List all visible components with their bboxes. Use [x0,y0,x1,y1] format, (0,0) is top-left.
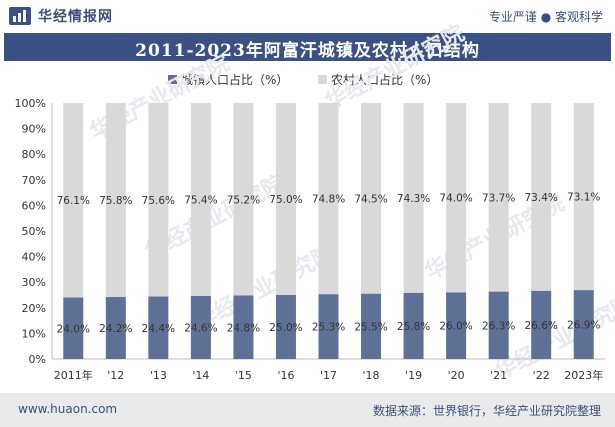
legend-item-urban: 城镇人口占比（%） [168,71,288,88]
chart-legend: 城镇人口占比（%） 农村人口占比（%） [0,71,615,89]
data-label-rural: 75.0% [269,194,302,206]
brand-logo-icon [9,7,31,25]
x-tick-label: '18 [363,369,380,382]
bar-rural [318,103,339,295]
data-label-rural: 75.6% [142,195,175,207]
stacked-bar-chart: 华经产业研究院华经产业研究院华经产业研究院华经产业研究院华经产业研究院华经产业研… [15,20,615,385]
y-tick-label: 30% [22,276,46,289]
legend-item-rural: 农村人口占比（%） [318,71,438,88]
x-tick-label: '22 [533,369,550,382]
bar-urban [446,292,467,359]
bar-rural [63,103,84,298]
bar-urban [190,296,211,359]
x-tick-label: '19 [405,369,422,382]
data-label-rural: 73.7% [482,192,515,204]
data-label-urban: 25.3% [312,322,345,334]
bar-rural [361,103,382,294]
x-tick-label: '14 [192,369,209,382]
bar-rural [105,103,126,298]
bar-rural [531,103,552,291]
data-label-rural: 75.4% [184,195,217,207]
x-tick-label: 2011年 [54,368,93,382]
data-label-urban: 25.5% [354,321,387,333]
x-tick-label: '15 [235,369,252,382]
y-tick-label: 60% [22,199,46,212]
y-tick-label: 20% [22,302,46,315]
data-label-urban: 25.0% [269,322,302,334]
y-tick-label: 70% [22,174,46,187]
data-label-rural: 74.0% [439,193,472,205]
bar-rural [233,103,254,296]
data-label-urban: 24.8% [227,322,260,334]
title-bar: 2011-2023年阿富汗城镇及农村人口结构 [4,33,611,61]
footer-url: www.huaon.com [18,402,118,416]
bar-urban [148,296,169,359]
legend-swatch-rural [318,75,327,84]
y-tick-label: 0% [29,353,46,366]
footer-bar: www.huaon.com 数据来源：世界银行，华经产业研究院整理 [0,393,615,427]
bar-rural [190,103,211,297]
y-tick-label: 50% [22,225,46,238]
header-bar: 华经情报网 专业严谨 ● 客观科学 [0,0,615,33]
data-label-rural: 75.2% [227,194,260,206]
chart-title: 2011-2023年阿富汗城镇及农村人口结构 [135,41,480,61]
data-label-rural: 73.4% [525,192,558,204]
bar-rural [488,103,509,292]
legend-label-urban: 城镇人口占比（%） [181,73,289,87]
y-tick-label: 100% [15,97,46,110]
data-label-rural: 74.3% [397,193,430,205]
data-label-urban: 26.6% [525,320,558,332]
bar-rural [446,103,467,293]
data-label-rural: 75.8% [99,195,132,207]
bar-urban [531,290,552,359]
bar-urban [318,294,339,359]
x-tick-label: '13 [150,369,167,382]
legend-swatch-urban [168,75,177,84]
bar-rural [573,103,594,291]
y-tick-label: 10% [22,327,46,340]
bar-rural [148,103,169,297]
data-label-rural: 74.5% [354,193,387,205]
bar-urban [63,297,84,359]
x-tick-label: '17 [320,369,337,382]
x-tick-label: '12 [107,369,124,382]
data-label-rural: 76.1% [57,195,90,207]
y-tick-label: 40% [22,251,46,264]
bar-urban [488,291,509,359]
x-tick-label: '21 [490,369,507,382]
data-label-urban: 26.0% [439,321,472,333]
x-tick-label: 2023年 [564,368,603,382]
legend-label-rural: 农村人口占比（%） [331,73,439,87]
data-label-urban: 25.8% [397,321,430,333]
data-label-rural: 74.8% [312,193,345,205]
bar-urban [403,292,424,359]
bar-urban [573,290,594,359]
x-tick-label: '20 [448,369,465,382]
bar-rural [275,103,296,295]
bar-urban [275,295,296,359]
bar-rural [403,103,424,293]
x-tick-label: '16 [277,369,294,382]
data-label-urban: 24.2% [99,323,132,335]
brand-tagline: 专业严谨 ● 客观科学 [488,10,603,24]
watermark-text: 华经产业研究院 [321,20,469,115]
bar-urban [233,295,254,359]
data-label-urban: 26.9% [567,320,600,332]
data-label-urban: 24.0% [57,323,90,335]
brand-name: 华经情报网 [38,9,113,25]
data-label-urban: 26.3% [482,320,515,332]
data-label-urban: 24.6% [184,323,217,335]
data-source: 数据来源：世界银行，华经产业研究院整理 [372,404,601,418]
data-label-rural: 73.1% [567,192,600,204]
data-label-urban: 24.4% [142,323,175,335]
bar-urban [105,297,126,359]
y-tick-label: 90% [22,123,46,136]
y-tick-label: 80% [22,148,46,161]
bar-urban [361,293,382,359]
